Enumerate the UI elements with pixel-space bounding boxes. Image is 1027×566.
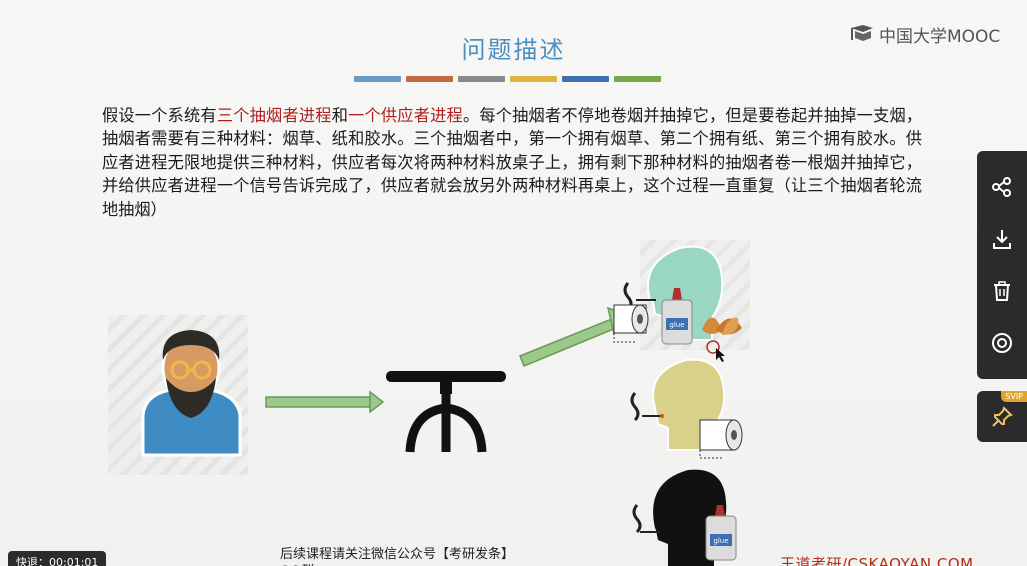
rewind-timer: 快退：00:01:01	[8, 551, 107, 566]
mouse-cursor-icon	[716, 348, 725, 362]
title-color-bars	[354, 76, 661, 82]
tobacco-leaves	[702, 317, 742, 335]
arrow-supplier-to-table	[265, 390, 385, 414]
delete-button[interactable]	[987, 276, 1017, 306]
smoker-2	[630, 358, 743, 459]
smoker-3: glue	[632, 469, 737, 566]
glue-bottle: glue	[705, 505, 737, 561]
footer-qq-notice: QQ群：...	[280, 560, 340, 566]
color-bar-6	[614, 76, 661, 82]
glue-label: glue	[713, 537, 728, 545]
mooc-logo-text: 中国大学MOOC	[879, 27, 1001, 47]
share-icon	[992, 177, 1011, 197]
mooc-logo: 中国大学MOOC	[849, 22, 1000, 47]
glue-label: glue	[669, 321, 684, 329]
toilet-paper-roll	[699, 419, 743, 459]
color-bar-4	[510, 76, 557, 82]
smoker-1: glue	[613, 240, 750, 350]
supplier-figure	[108, 315, 248, 475]
color-bar-5	[562, 76, 609, 82]
download-button[interactable]	[987, 224, 1017, 254]
pin-icon	[992, 405, 1013, 427]
side-toolbar	[977, 151, 1027, 379]
color-bar-2	[406, 76, 453, 82]
text-part: 。每个抽烟者不停地卷烟并抽掉它，但是要卷起并抽掉一支烟，抽烟者需要有三种材料：烟…	[102, 106, 923, 219]
page-title: 问题描述	[461, 36, 566, 64]
problem-description: 假设一个系统有三个抽烟者进程和一个供应者进程。每个抽烟者不停地卷烟并抽掉它，但是…	[102, 104, 922, 221]
table-icon	[386, 371, 506, 453]
text-part: 假设一个系统有	[102, 106, 217, 125]
color-bar-1	[354, 76, 401, 82]
mooc-logo-icon	[851, 24, 873, 41]
highlight-smokers: 三个抽烟者进程	[216, 106, 332, 125]
toilet-paper-roll	[613, 304, 649, 343]
cursor-ring	[706, 340, 720, 354]
color-bar-3	[458, 76, 505, 82]
svip-badge: SVIP	[1001, 391, 1027, 402]
highlight-supplier: 一个供应者进程	[348, 106, 463, 125]
text-part: 和	[331, 106, 349, 125]
delete-icon	[994, 281, 1010, 301]
download-icon	[993, 230, 1011, 249]
footer-brand: 王道考研/CSKAOYAN.COM	[780, 555, 974, 566]
share-button[interactable]	[987, 172, 1017, 202]
eye-icon	[992, 333, 1012, 353]
pin-button[interactable]: SVIP	[977, 391, 1027, 442]
view-button[interactable]	[987, 328, 1017, 358]
footer-wechat-notice: 后续课程请关注微信公众号【考研发条】	[280, 547, 515, 562]
arrow-table-to-smoker	[519, 306, 630, 367]
glue-bottle: glue	[661, 288, 693, 345]
